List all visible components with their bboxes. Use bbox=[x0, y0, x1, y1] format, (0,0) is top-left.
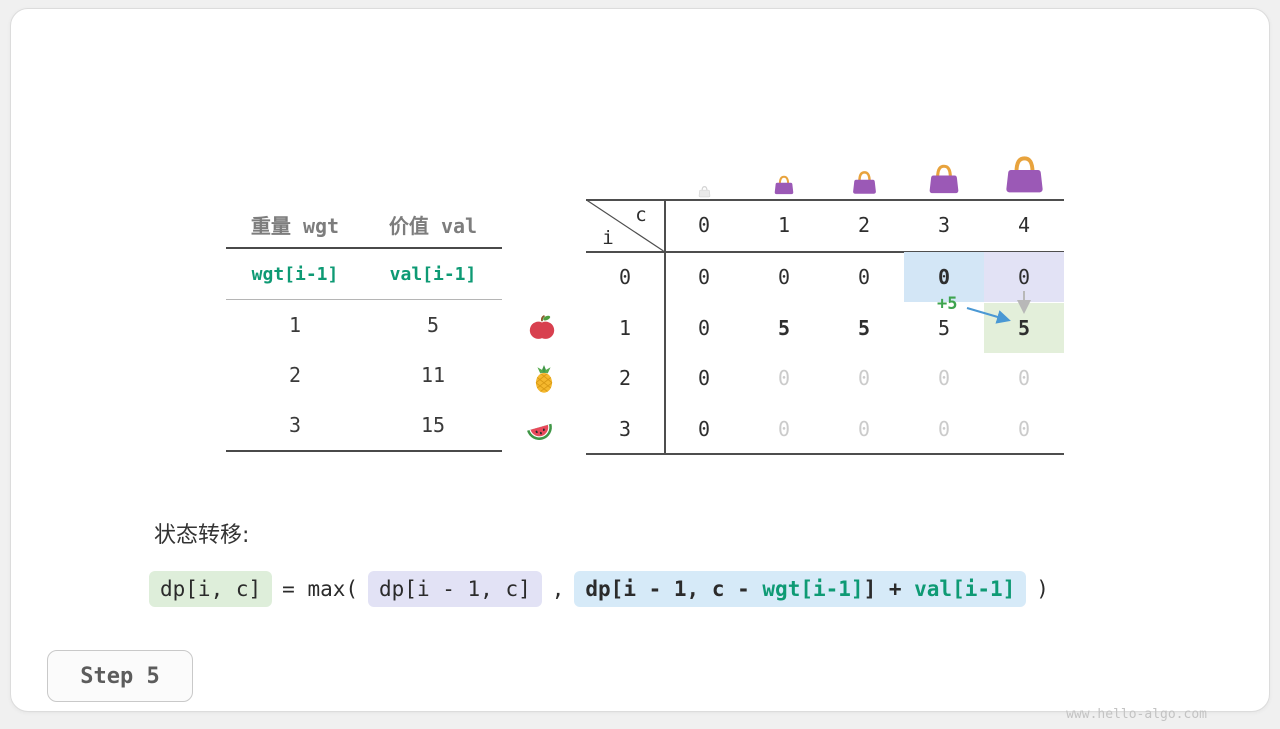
dp-cell: 0 bbox=[1017, 416, 1031, 441]
items-header-weight: 重量 wgt bbox=[250, 213, 340, 238]
dp-cell: 0 bbox=[937, 366, 951, 390]
dp-col-header: 4 bbox=[1017, 213, 1031, 237]
bag-icon bbox=[773, 174, 795, 196]
item-value: 5 bbox=[426, 313, 440, 337]
dp-cell-highlight-blue bbox=[904, 252, 984, 302]
items-rows: 1 5 2 11 3 15 bbox=[226, 300, 502, 450]
dp-cell: 0 bbox=[1017, 366, 1031, 390]
dp-row-header: 0 bbox=[618, 265, 632, 289]
dp-table-top-line bbox=[586, 199, 1064, 201]
item-weight: 3 bbox=[288, 413, 302, 437]
bag-icon bbox=[927, 162, 961, 196]
dp-row-header: 2 bbox=[618, 366, 632, 390]
item-row: 2 11 bbox=[226, 350, 502, 400]
dp-cell: 0 bbox=[777, 366, 791, 390]
dp-header-diagonal-line bbox=[586, 199, 664, 252]
bag-icon bbox=[1003, 153, 1046, 196]
items-header-value: 价值 val bbox=[388, 213, 478, 238]
dp-corner-col-label: c bbox=[635, 204, 647, 226]
dp-col-header: 3 bbox=[937, 213, 951, 237]
item-weight: 1 bbox=[288, 313, 302, 337]
bag-icon bbox=[851, 169, 878, 196]
dp-table-header-line bbox=[586, 251, 1064, 253]
dp-cell: 0 bbox=[937, 416, 951, 441]
items-formula-row: wgt[i-1] val[i-1] bbox=[226, 249, 502, 299]
item-value: 11 bbox=[420, 363, 446, 387]
pineapple-icon bbox=[529, 364, 559, 394]
formula-left-term-box: dp[i - 1, c] bbox=[368, 571, 542, 607]
formula-right-term-box: dp[i - 1, c - wgt[i-1]] + val[i-1] bbox=[574, 571, 1027, 607]
dp-row-header: 3 bbox=[618, 416, 632, 441]
dp-cell: 5 bbox=[857, 315, 871, 340]
dp-col-header: 2 bbox=[857, 213, 871, 237]
formula-right-p1: dp[i - 1, c - bbox=[585, 577, 763, 601]
dp-cell: 0 bbox=[937, 265, 951, 289]
transition-title: 状态转移: bbox=[154, 523, 250, 548]
formula-eq: = max( bbox=[282, 577, 359, 601]
dp-cell: 5 bbox=[1017, 315, 1031, 340]
dp-cell: 0 bbox=[697, 366, 711, 390]
transition-formula: dp[i, c] = max( dp[i - 1, c] , dp[i - 1,… bbox=[149, 571, 1049, 607]
formula-lhs-box: dp[i, c] bbox=[149, 571, 273, 607]
formula-close: ) bbox=[1036, 577, 1049, 601]
dp-row-header: 1 bbox=[618, 315, 632, 340]
table-line bbox=[226, 450, 502, 452]
bag-icon bbox=[698, 183, 711, 198]
item-row: 3 15 bbox=[226, 400, 502, 450]
formula-right-val: val[i-1] bbox=[914, 577, 1016, 601]
items-table: 重量 wgt 价值 val wgt[i-1] val[i-1] 1 5 2 11 3 15 bbox=[226, 201, 502, 452]
dp-cell: 0 bbox=[777, 416, 791, 441]
apple-icon bbox=[527, 312, 557, 342]
item-weight: 2 bbox=[288, 363, 302, 387]
dp-col-header: 0 bbox=[697, 213, 711, 237]
table-line bbox=[226, 299, 502, 300]
main-card: 重量 wgt 价值 val wgt[i-1] val[i-1] 1 5 2 11 3 15 bbox=[10, 8, 1270, 722]
dp-cell: 0 bbox=[697, 315, 711, 340]
dp-cell: 0 bbox=[857, 416, 871, 441]
watermelon-icon bbox=[525, 415, 555, 445]
dp-table-vertical-line bbox=[664, 199, 666, 455]
dp-cell: 0 bbox=[1017, 265, 1031, 289]
plus-value-annotation: +5 bbox=[937, 294, 958, 314]
items-formula-value: val[i-1] bbox=[389, 263, 477, 285]
formula-right-wgt: wgt[i-1] bbox=[762, 577, 864, 601]
dp-table-bottom-line bbox=[586, 453, 1064, 455]
dp-cell: 5 bbox=[777, 315, 791, 340]
watermark: www.hello-algo.com bbox=[1066, 707, 1207, 722]
items-table-header: 重量 wgt 价值 val bbox=[226, 201, 502, 247]
items-formula-weight: wgt[i-1] bbox=[251, 263, 339, 285]
formula-right-p2: ] + bbox=[863, 577, 915, 601]
dp-cell: 0 bbox=[697, 265, 711, 289]
dp-corner-row-label: i bbox=[602, 227, 614, 249]
formula-comma: , bbox=[551, 577, 565, 601]
dp-cell: 0 bbox=[777, 265, 791, 289]
annotation-layer bbox=[586, 199, 1031, 324]
dp-cell: 0 bbox=[857, 366, 871, 390]
table-line bbox=[226, 247, 502, 249]
dp-cell: 0 bbox=[697, 416, 711, 441]
step-badge: Step 5 bbox=[47, 650, 193, 702]
dp-cell: 0 bbox=[857, 265, 871, 289]
dp-cell: 5 bbox=[937, 315, 951, 340]
item-value: 15 bbox=[420, 413, 446, 437]
dp-col-header: 1 bbox=[777, 213, 791, 237]
